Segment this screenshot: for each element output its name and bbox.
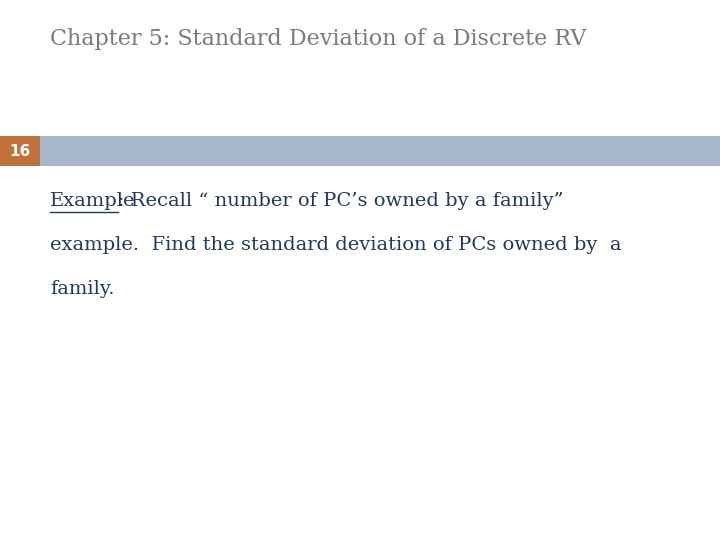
Text: Chapter 5: Standard Deviation of a Discrete RV: Chapter 5: Standard Deviation of a Discr… [50,28,587,50]
Text: family.: family. [50,280,114,298]
Text: Example: Example [50,192,135,210]
Bar [0,136,720,166]
Text: example.  Find the standard deviation of PCs owned by  a: example. Find the standard deviation of … [50,236,621,254]
Bar [0,136,40,166]
Text: 16: 16 [9,144,31,159]
Text: : Recall “ number of PC’s owned by a family”: : Recall “ number of PC’s owned by a fam… [118,192,564,210]
